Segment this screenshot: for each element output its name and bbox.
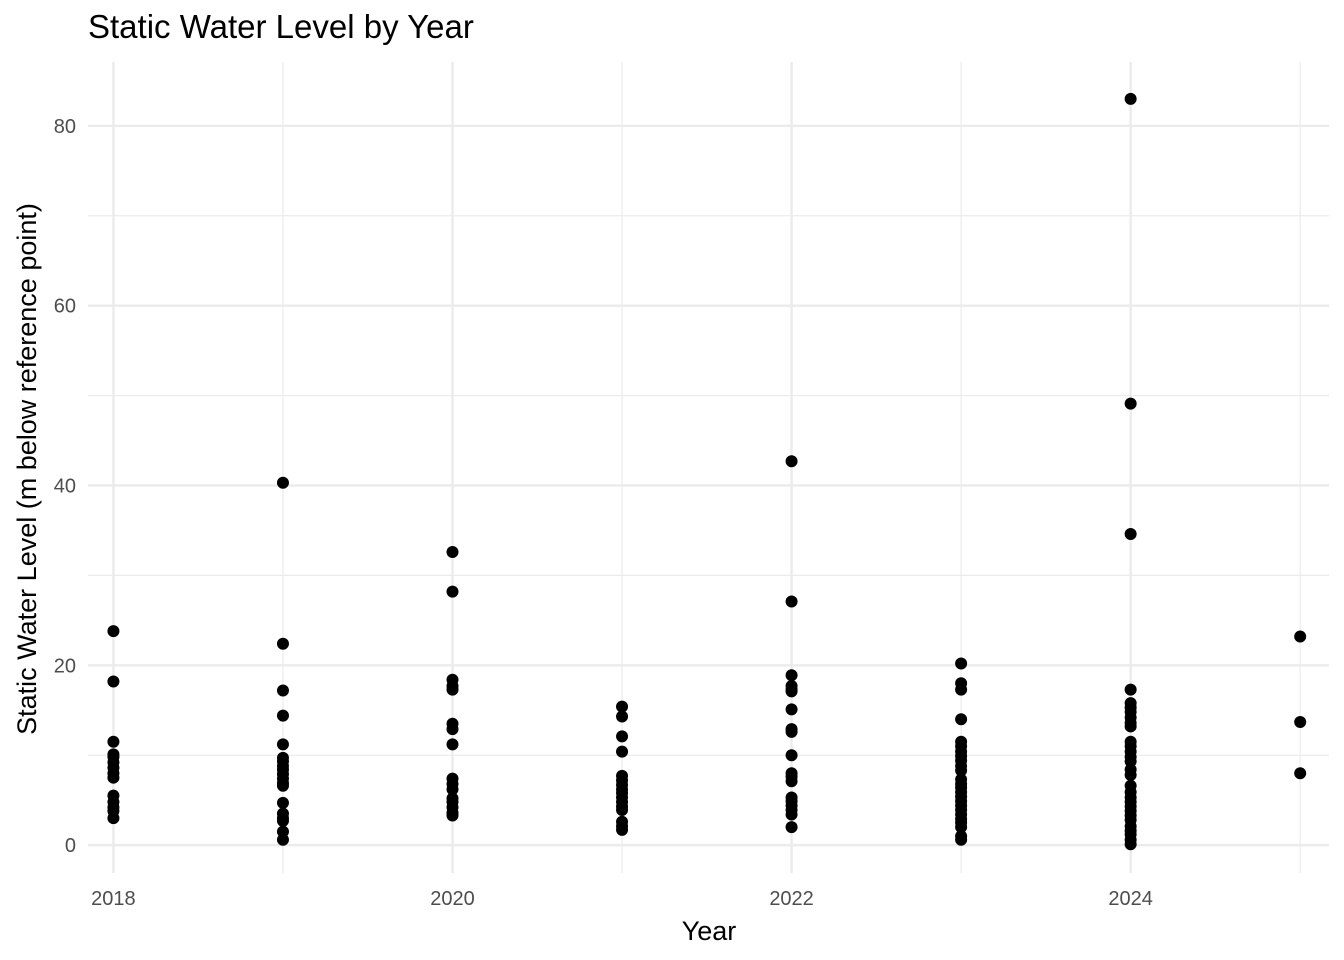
- data-point: [785, 775, 798, 788]
- data-point: [616, 804, 629, 817]
- data-point: [955, 713, 968, 726]
- y-tick-label: 40: [54, 475, 76, 497]
- data-point: [276, 833, 289, 846]
- data-point: [1124, 768, 1137, 781]
- data-point: [785, 749, 798, 762]
- data-point: [955, 764, 968, 777]
- data-point: [107, 812, 120, 825]
- data-point: [276, 684, 289, 697]
- data-point: [785, 595, 798, 608]
- data-point: [446, 585, 459, 598]
- x-tick-label: 2024: [1108, 888, 1153, 910]
- data-point: [1124, 683, 1137, 696]
- data-point: [276, 476, 289, 489]
- data-point: [1294, 767, 1307, 780]
- data-point: [1124, 838, 1137, 851]
- data-point: [107, 675, 120, 688]
- data-point: [785, 725, 798, 738]
- data-point: [446, 738, 459, 751]
- data-point: [446, 546, 459, 559]
- y-tick-label: 80: [54, 116, 76, 138]
- x-tick-label: 2018: [91, 888, 136, 910]
- data-point: [616, 700, 629, 713]
- data-point: [1294, 715, 1307, 728]
- data-point: [785, 685, 798, 698]
- y-tick-label: 20: [54, 655, 76, 677]
- y-axis-tick-labels: 0 20 40 60 80: [54, 116, 76, 857]
- data-point: [1294, 630, 1307, 643]
- data-point: [107, 771, 120, 784]
- data-point: [616, 730, 629, 743]
- data-point: [1124, 397, 1137, 410]
- data-point: [446, 723, 459, 736]
- y-tick-label: 0: [65, 835, 76, 857]
- x-axis-title: Year: [682, 916, 737, 946]
- data-point: [276, 738, 289, 751]
- data-point: [785, 808, 798, 821]
- data-points: [107, 92, 1307, 851]
- data-point: [276, 796, 289, 809]
- data-point: [446, 783, 459, 796]
- data-point: [785, 669, 798, 682]
- y-tick-label: 60: [54, 296, 76, 318]
- data-point: [785, 703, 798, 716]
- data-point: [616, 745, 629, 758]
- data-point: [1124, 528, 1137, 541]
- data-point: [1124, 92, 1137, 105]
- chart-title: Static Water Level by Year: [88, 8, 474, 45]
- y-axis-title: Static Water Level (m below reference po…: [12, 203, 42, 735]
- data-point: [276, 637, 289, 650]
- data-point: [785, 821, 798, 834]
- data-point: [785, 455, 798, 468]
- data-point: [1124, 720, 1137, 733]
- data-point: [276, 709, 289, 722]
- grid-lines: [88, 62, 1329, 873]
- x-tick-label: 2020: [430, 888, 475, 910]
- x-tick-label: 2022: [769, 888, 814, 910]
- data-point: [276, 814, 289, 827]
- data-point: [955, 833, 968, 846]
- data-point: [107, 625, 120, 638]
- data-point: [446, 683, 459, 696]
- data-point: [955, 683, 968, 696]
- data-point: [616, 710, 629, 723]
- data-point: [955, 821, 968, 834]
- data-point: [107, 735, 120, 748]
- data-point: [446, 809, 459, 822]
- data-point: [616, 823, 629, 836]
- data-point: [276, 779, 289, 792]
- data-point: [955, 657, 968, 670]
- x-axis-tick-labels: 2018 2020 2022 2024: [91, 888, 1153, 910]
